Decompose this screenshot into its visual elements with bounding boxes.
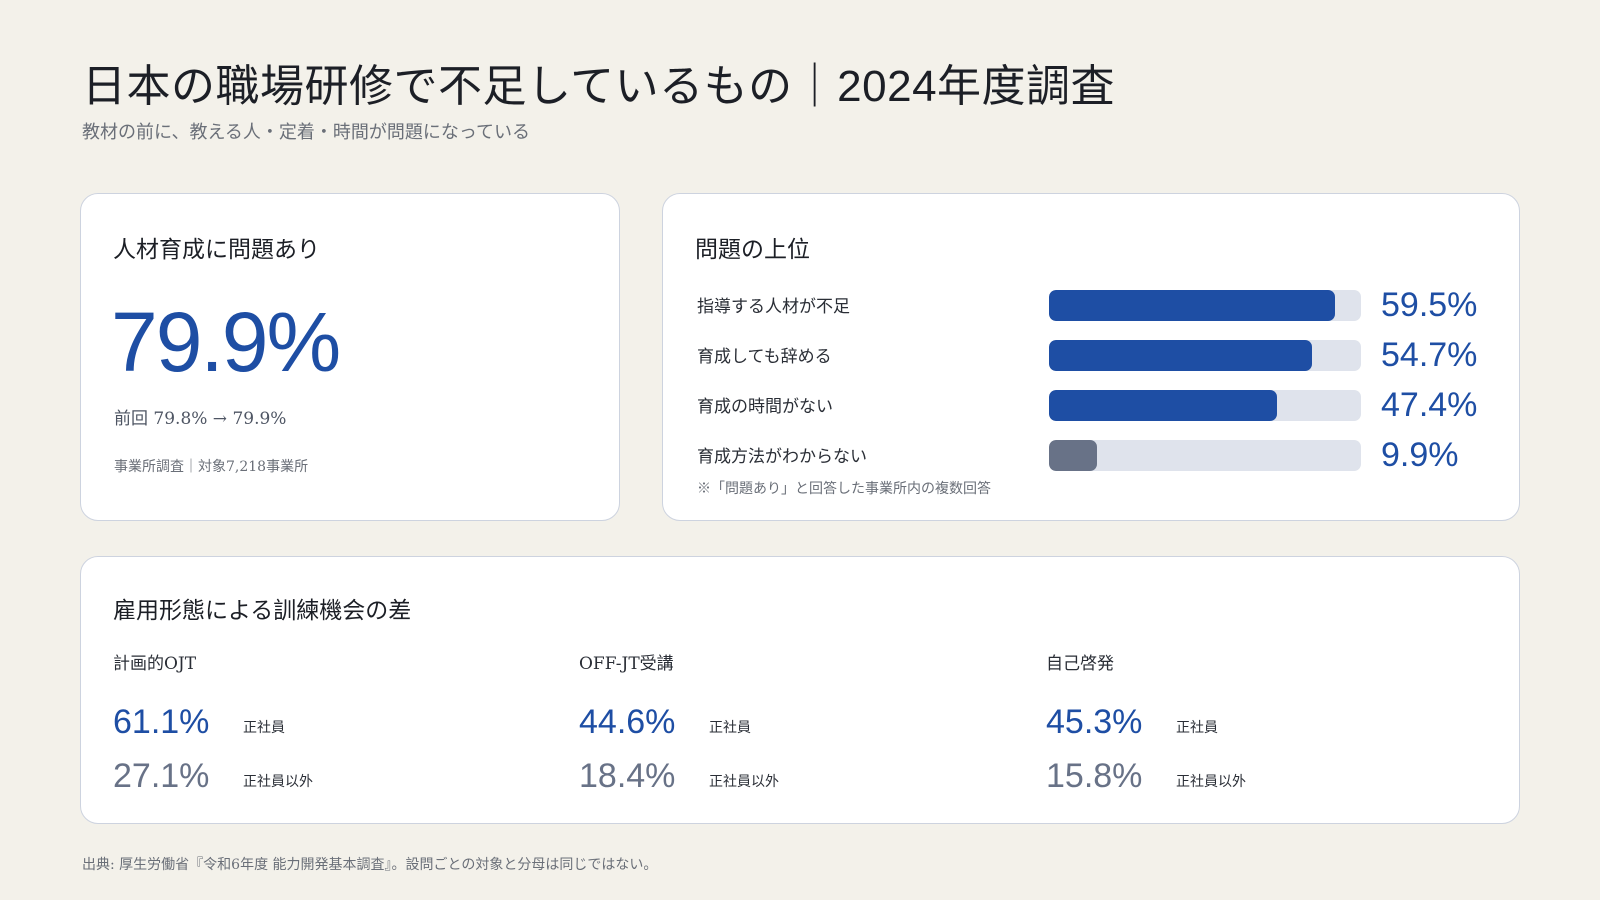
problem-rate-title: 人材育成に問題あり <box>113 236 320 262</box>
bar-fill <box>1049 290 1335 321</box>
bar-fill <box>1049 340 1312 371</box>
bar-label: 育成しても辞める <box>697 347 832 367</box>
regular-label: 正社員 <box>709 719 751 736</box>
problem-rate-card: 人材育成に問題あり 79.9% 前回 79.8% → 79.9% 事業所調査｜対… <box>80 193 620 521</box>
nonregular-value: 18.4% <box>579 757 676 795</box>
nonregular-stat: 27.1% 正社員以外 <box>113 757 313 796</box>
bar-value-label: 9.9% <box>1381 436 1459 474</box>
regular-stat: 45.3% 正社員 <box>1046 703 1218 742</box>
bar-value-label: 59.5% <box>1381 286 1478 324</box>
regular-value: 61.1% <box>113 703 210 741</box>
regular-label: 正社員 <box>243 719 285 736</box>
problem-rate-note: 事業所調査｜対象7,218事業所 <box>114 459 309 475</box>
bar-row: 指導する人材が不足 59.5% <box>663 286 1519 326</box>
nonregular-stat: 18.4% 正社員以外 <box>579 757 779 796</box>
nonregular-label: 正社員以外 <box>243 773 313 790</box>
regular-label: 正社員 <box>1176 719 1218 736</box>
problem-rate-value: 79.9% <box>111 295 341 389</box>
top-issues-card: 問題の上位 指導する人材が不足 59.5% 育成しても辞める 54.7% 育成の時間がな… <box>662 193 1520 521</box>
nonregular-stat: 15.8% 正社員以外 <box>1046 757 1246 796</box>
bar-fill <box>1049 390 1277 421</box>
page-title: 日本の職場研修で不足しているもの｜2024年度調査 <box>82 62 1116 111</box>
page-subtitle: 教材の前に、教える人・定着・時間が問題になっている <box>82 122 531 143</box>
bar-label: 育成の時間がない <box>697 397 833 417</box>
bar-track <box>1049 390 1361 421</box>
bar-row: 育成方法がわからない 9.9% <box>663 436 1519 476</box>
bar-track <box>1049 290 1361 321</box>
bar-fill <box>1049 440 1097 471</box>
regular-stat: 61.1% 正社員 <box>113 703 285 742</box>
employment-column-ojt: 計画的OJT 61.1% 正社員 27.1% 正社員以外 <box>113 557 553 823</box>
bar-label: 指導する人材が不足 <box>697 297 850 317</box>
top-issues-title: 問題の上位 <box>695 236 810 262</box>
nonregular-value: 15.8% <box>1046 757 1143 795</box>
bar-row: 育成の時間がない 47.4% <box>663 386 1519 426</box>
nonregular-label: 正社員以外 <box>709 773 779 790</box>
column-title: 計画的OJT <box>113 654 197 674</box>
bar-track <box>1049 340 1361 371</box>
employment-column-offjt: OFF-JT受講 44.6% 正社員 18.4% 正社員以外 <box>579 557 1019 823</box>
nonregular-label: 正社員以外 <box>1176 773 1246 790</box>
bar-value-label: 54.7% <box>1381 336 1478 374</box>
employment-gap-title: 雇用形態による訓練機会の差 <box>113 597 412 623</box>
regular-value: 44.6% <box>579 703 676 741</box>
regular-stat: 44.6% 正社員 <box>579 703 751 742</box>
bar-value-label: 47.4% <box>1381 386 1478 424</box>
source-footnote: 出典: 厚生労働省『令和6年度 能力開発基本調査』。設問ごとの対象と分母は同じで… <box>82 857 658 873</box>
top-issues-note: ※「問題あり」と回答した事業所内の複数回答 <box>697 481 991 497</box>
bar-row: 育成しても辞める 54.7% <box>663 336 1519 376</box>
employment-column-self-development: 自己啓発 45.3% 正社員 15.8% 正社員以外 <box>1046 557 1486 823</box>
bar-label: 育成方法がわからない <box>697 447 867 467</box>
column-title: 自己啓発 <box>1046 654 1114 674</box>
nonregular-value: 27.1% <box>113 757 210 795</box>
regular-value: 45.3% <box>1046 703 1143 741</box>
bar-track <box>1049 440 1361 471</box>
problem-rate-previous: 前回 79.8% → 79.9% <box>114 409 287 429</box>
employment-gap-card: 雇用形態による訓練機会の差 計画的OJT 61.1% 正社員 27.1% 正社員以外… <box>80 556 1520 824</box>
column-title: OFF-JT受講 <box>579 654 674 674</box>
